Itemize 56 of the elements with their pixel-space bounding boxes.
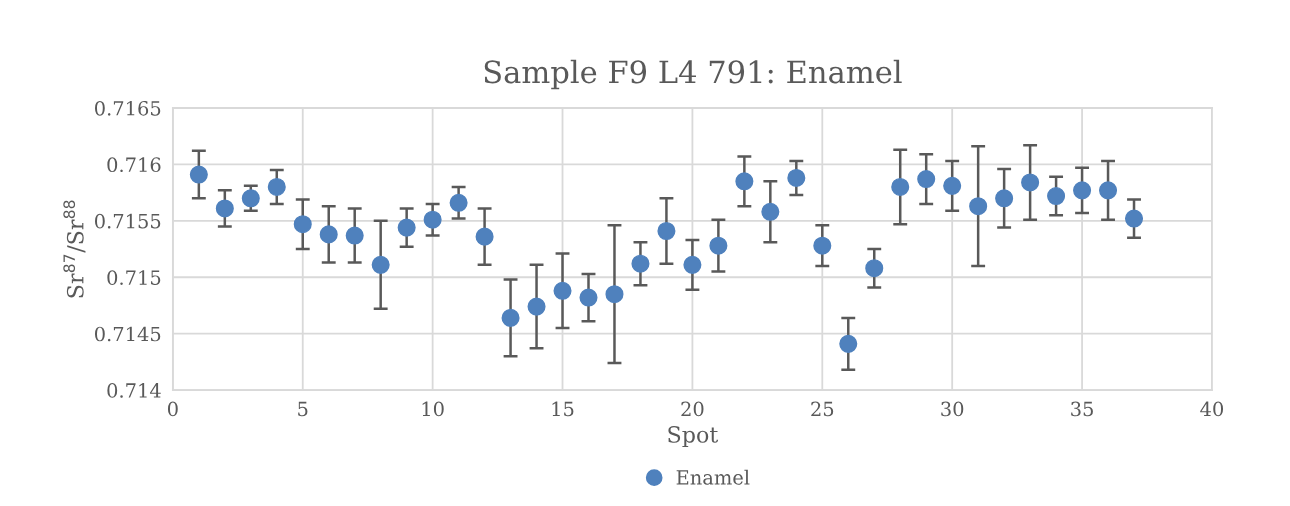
y-tick-label: 0.714 — [107, 383, 161, 398]
y-tick-label: 0.7165 — [94, 100, 161, 116]
point — [475, 227, 494, 246]
legend-label: Enamel — [676, 469, 750, 485]
point — [397, 218, 416, 237]
x-tick-label: 15 — [552, 401, 574, 417]
x-tick-label: 40 — [1200, 401, 1224, 417]
point — [241, 189, 260, 208]
point — [189, 165, 208, 184]
point — [683, 255, 702, 274]
point — [891, 177, 910, 197]
point — [267, 177, 286, 197]
point — [371, 255, 390, 274]
point — [605, 285, 624, 304]
point — [943, 176, 962, 195]
point — [1099, 181, 1118, 200]
point — [501, 308, 520, 327]
point — [917, 170, 936, 189]
y-tick-label: 0.715 — [107, 270, 161, 285]
y-axis-title: Sr$^{87}$/Sr$^{88}$ — [63, 200, 86, 298]
x-tick-label: 20 — [681, 401, 704, 417]
point — [761, 202, 780, 221]
point — [449, 193, 468, 212]
point — [735, 172, 754, 191]
point — [215, 199, 234, 218]
point — [527, 297, 546, 316]
point — [1073, 181, 1092, 200]
y-tick-label: 0.7155 — [94, 213, 161, 229]
point — [1047, 186, 1066, 206]
point — [839, 334, 858, 353]
x-tick-label: 5 — [298, 401, 308, 417]
x-axis-title: Spot — [668, 426, 719, 448]
point — [423, 210, 442, 229]
x-tick-label: 30 — [941, 401, 964, 417]
point — [865, 259, 884, 278]
point — [1021, 173, 1040, 192]
point — [813, 236, 832, 255]
point — [319, 225, 338, 244]
point — [995, 189, 1014, 208]
x-tick-label: 25 — [811, 401, 834, 417]
point — [631, 254, 650, 273]
point — [969, 197, 988, 216]
point — [553, 281, 572, 300]
y-tick-label: 0.716 — [107, 157, 161, 173]
x-tick-label: 10 — [422, 401, 444, 417]
point — [657, 221, 676, 241]
y-tick-label: 0.7145 — [94, 326, 161, 342]
point — [345, 226, 364, 245]
x-tick-label: 35 — [1071, 401, 1093, 417]
chart-title: Sample F9 L4 791: Enamel — [484, 59, 902, 90]
point — [579, 288, 598, 307]
point — [787, 168, 806, 187]
point — [1124, 209, 1144, 228]
x-tick-label: 0 — [167, 401, 178, 417]
point — [709, 236, 728, 255]
point — [293, 215, 312, 234]
